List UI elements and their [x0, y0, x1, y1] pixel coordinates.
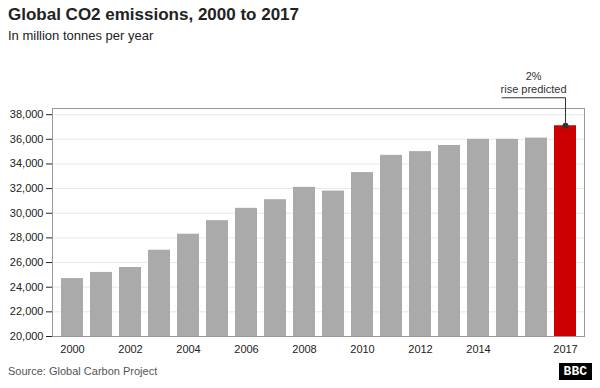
svg-text:2012: 2012	[408, 343, 432, 355]
svg-text:30,000: 30,000	[10, 207, 44, 219]
svg-text:24,000: 24,000	[10, 281, 44, 293]
svg-text:20,000: 20,000	[10, 330, 44, 342]
svg-text:22,000: 22,000	[10, 305, 44, 317]
svg-text:28,000: 28,000	[10, 231, 44, 243]
html-text:Source: Global Carbon Project: Source: Global Carbon Project	[8, 365, 158, 377]
svg-text:36,000: 36,000	[10, 133, 44, 145]
svg-text:2014: 2014	[466, 343, 490, 355]
html-text:BBC: BBC	[563, 363, 587, 379]
svg-text:2%rise predicted: 2%rise predicted	[501, 70, 567, 95]
svg-text:2008: 2008	[292, 343, 316, 355]
svg-text:2004: 2004	[176, 343, 200, 355]
svg-text:32,000: 32,000	[10, 182, 44, 194]
svg-text:2002: 2002	[118, 343, 142, 355]
svg-text:2006: 2006	[234, 343, 258, 355]
svg-text:2000: 2000	[60, 343, 84, 355]
svg-text:2010: 2010	[350, 343, 374, 355]
svg-text:26,000: 26,000	[10, 256, 44, 268]
html-text:In million tonnes per year: In million tonnes per year	[8, 28, 154, 43]
svg-text:38,000: 38,000	[10, 108, 44, 120]
html-text:Global CO2 emissions, 2000 to: Global CO2 emissions, 2000 to 2017	[8, 5, 299, 24]
svg-text:2017: 2017	[553, 343, 577, 355]
svg-text:34,000: 34,000	[10, 157, 44, 169]
